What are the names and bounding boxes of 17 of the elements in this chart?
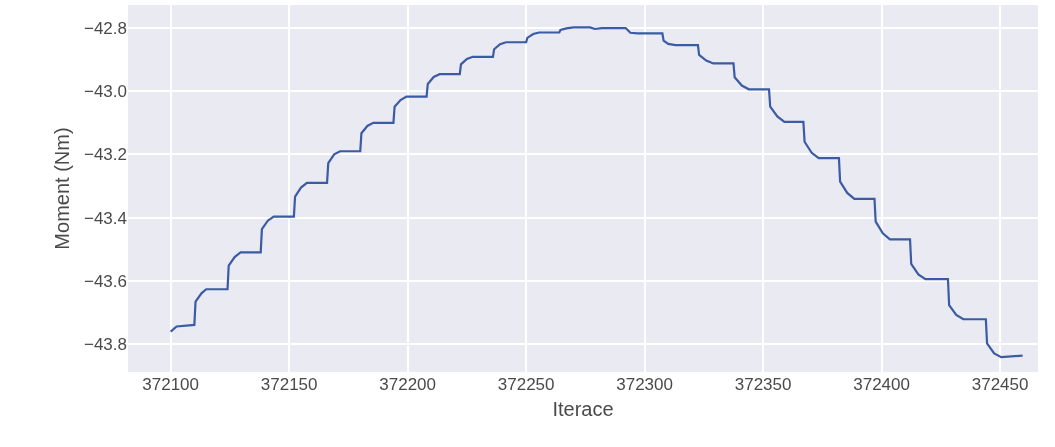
x-tick-label: 372450 <box>971 375 1029 394</box>
y-tick-label: −42.8 <box>83 19 127 39</box>
x-tick-label: 372150 <box>260 375 318 394</box>
y-tick-label: −43.0 <box>83 82 127 102</box>
y-tick-label: −43.4 <box>83 208 127 228</box>
x-tick-label: 372300 <box>616 375 673 394</box>
y-axis-title: Moment (Nm) <box>51 127 74 250</box>
x-tick-label: 372350 <box>734 375 792 394</box>
x-axis-title: Iterace <box>552 397 614 420</box>
x-tick-label: 372400 <box>853 375 910 394</box>
y-tick-label: −43.6 <box>83 271 127 291</box>
y-tick-label: −43.8 <box>83 334 127 354</box>
x-tick-label: 372100 <box>142 375 200 394</box>
x-tick-label: 372200 <box>379 375 437 394</box>
line-series <box>169 26 1024 359</box>
y-tick-label: −43.2 <box>83 145 127 165</box>
x-tick-label: 372250 <box>497 375 555 394</box>
